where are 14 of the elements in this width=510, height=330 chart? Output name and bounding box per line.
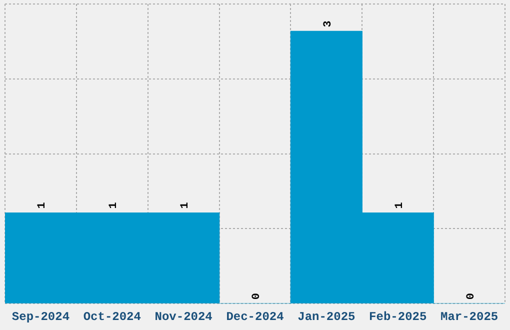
data-label: 0 (465, 292, 478, 300)
x-tick-label: Mar-2025 (440, 310, 498, 324)
x-tick-label: Dec-2024 (226, 310, 284, 324)
data-label: 1 (36, 202, 49, 209)
x-tick-label: Feb-2025 (369, 310, 427, 324)
data-label: 3 (322, 20, 334, 28)
x-tick-label: Oct-2024 (83, 310, 141, 324)
x-tick-label: Jan-2025 (298, 310, 356, 324)
data-label: 1 (394, 202, 406, 209)
data-label: 0 (251, 292, 263, 300)
data-label: 1 (108, 202, 120, 209)
x-tick-label: Nov-2024 (154, 310, 212, 324)
data-label: 1 (180, 202, 192, 209)
x-tick-label: Sep-2024 (12, 310, 70, 324)
